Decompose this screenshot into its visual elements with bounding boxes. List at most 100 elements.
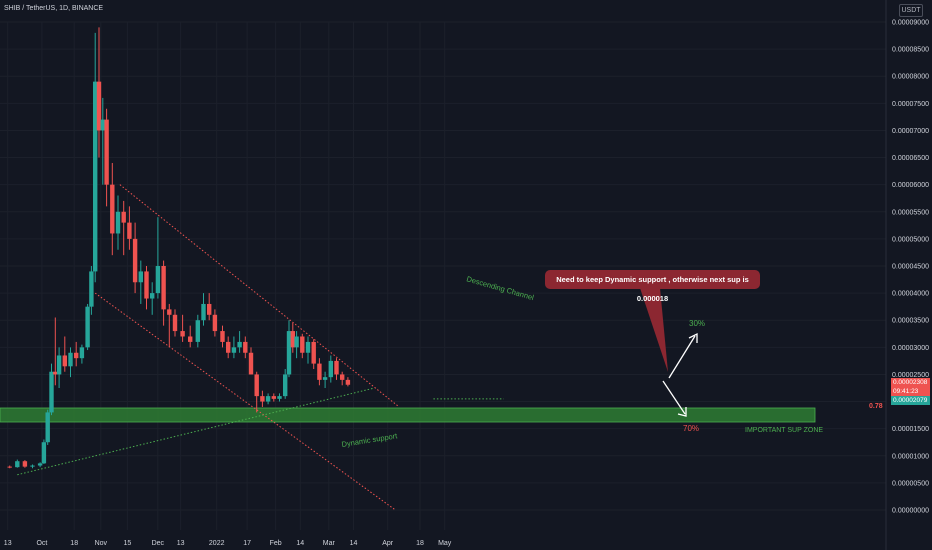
candle-body: [161, 266, 166, 310]
candle-body: [104, 119, 109, 185]
candle-body: [68, 352, 73, 367]
candle-body: [93, 81, 98, 272]
y-tick-label: 0.00001000: [892, 453, 929, 460]
last-price-value: 0.00002308: [893, 379, 928, 386]
candle-body: [138, 271, 143, 283]
candle-body: [277, 396, 282, 399]
callout-box: Need to keep Dynamic support , otherwise…: [545, 270, 760, 303]
x-axis: 13 Oct 18 Nov 15 Dec 13 2022 17 Feb 14 Mar 14 Apr 18 Ma…: [4, 540, 452, 547]
candle-body: [127, 222, 132, 239]
y-tick-label: 0.00001500: [892, 426, 929, 433]
candle-body: [96, 81, 102, 131]
x-tick-label: Mar: [323, 540, 336, 547]
candle-body: [22, 461, 28, 467]
y-tick-label: 0.00003000: [892, 345, 929, 352]
candle-body: [243, 341, 248, 353]
y-tick-label: 0.00007500: [892, 101, 929, 108]
y-tick-label: 0.00008000: [892, 74, 929, 81]
x-tick-label: 2022: [209, 540, 225, 547]
y-tick-label: 0.00000000: [892, 508, 929, 515]
candle-body: [49, 371, 54, 413]
candle-body: [322, 377, 328, 380]
x-tick-label: Apr: [382, 540, 394, 547]
candle-body: [188, 336, 193, 342]
y-tick-label: 0.00005000: [892, 236, 929, 243]
candle-body: [265, 396, 271, 402]
candle-body: [121, 211, 126, 223]
chart-title: SHIB / TetherUS, 1D, BINANCE: [4, 5, 104, 12]
candle-body: [207, 303, 212, 315]
candle-body: [283, 374, 288, 397]
candle-body: [41, 442, 47, 464]
candle-body: [334, 360, 339, 375]
candle-body: [294, 336, 299, 348]
currency-button[interactable]: USDT: [899, 4, 923, 17]
y-tick-label: 0.00002500: [892, 372, 929, 379]
projection-arrows: [640, 288, 698, 417]
support-price-value: 0.00002079: [893, 397, 928, 404]
candle-body: [30, 465, 35, 467]
candles: [7, 27, 351, 469]
candle-body: [231, 347, 237, 353]
candle-body: [286, 331, 292, 375]
candle-body: [290, 331, 295, 348]
x-tick-label: 17: [243, 540, 251, 547]
candle-body: [254, 374, 259, 397]
y-tick-label: 0.00004500: [892, 264, 929, 271]
last-price-tag: 0.00002308 09:41:23: [891, 378, 930, 396]
candle-body: [45, 412, 50, 443]
candle-body: [237, 341, 242, 348]
candle-body: [100, 119, 105, 131]
candle-body: [305, 341, 311, 353]
candle-body: [300, 336, 305, 353]
candle-body: [226, 341, 231, 353]
up-arrow: [668, 335, 696, 379]
candle-body: [150, 293, 155, 299]
down-arrow: [662, 380, 686, 415]
candle-body: [172, 314, 178, 332]
candle-body: [53, 371, 58, 375]
x-tick-label: 15: [124, 540, 132, 547]
candle-body: [7, 466, 12, 468]
x-tick-label: 14: [350, 540, 358, 547]
support-line-label: Dynamic support: [341, 431, 399, 449]
candle-body: [62, 355, 67, 367]
trendline-1: [94, 292, 396, 511]
candle-body: [79, 347, 85, 359]
y-tick-label: 0.00006000: [892, 182, 929, 189]
up-arrow-head: [688, 332, 698, 343]
candle-body: [85, 306, 90, 348]
trendlines: [17, 184, 504, 511]
y-tick-label: 0.00009000: [892, 20, 929, 27]
candle-body: [115, 211, 121, 234]
x-tick-label: May: [438, 540, 452, 547]
support-zone: [0, 407, 816, 423]
support-price-tag: 0.00002079: [891, 396, 930, 405]
candle-body: [195, 320, 200, 342]
up-percent-label: 30%: [689, 319, 705, 328]
candle-body: [212, 314, 218, 332]
trendline-2: [17, 387, 375, 476]
down-percent-label: 70%: [683, 424, 699, 433]
candle-body: [155, 266, 161, 294]
x-tick-label: 18: [416, 540, 424, 547]
y-tick-label: 0.00006500: [892, 155, 929, 162]
y-tick-label: 0.00008500: [892, 47, 929, 54]
candle-body: [340, 374, 345, 380]
candle-body: [260, 396, 265, 402]
candle-body: [144, 271, 149, 299]
candle-body: [89, 271, 94, 307]
candle-body: [180, 331, 185, 337]
y-tick-label: 0.00000500: [892, 480, 929, 487]
x-tick-label: Oct: [36, 540, 47, 547]
candle-body: [74, 352, 79, 359]
candle-body: [132, 238, 138, 283]
candle-body: [201, 303, 206, 321]
channel-label: Descending Channel: [465, 274, 535, 302]
candle-body: [311, 341, 316, 364]
x-tick-label: Feb: [270, 540, 282, 547]
x-tick-label: 18: [70, 540, 78, 547]
candle-body: [56, 355, 62, 375]
candle-body: [110, 184, 115, 234]
